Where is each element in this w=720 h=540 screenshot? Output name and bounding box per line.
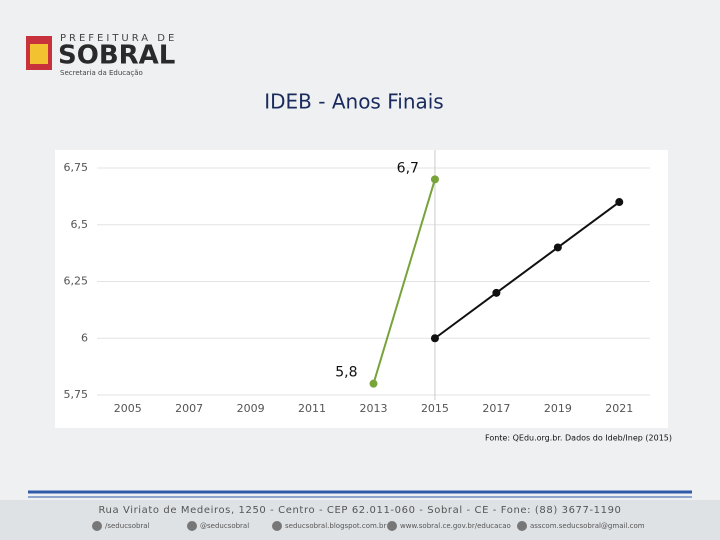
x-tick-label: 2005 [114, 402, 142, 415]
series-line [372, 179, 436, 384]
social-icon [187, 521, 197, 531]
footer-link: www.sobral.ce.gov.br/educacao [400, 522, 511, 530]
logo-line3: Secretaria da Educação [60, 69, 143, 77]
point [369, 379, 378, 388]
social-icon [517, 521, 527, 531]
chart-title: IDEB - Anos Finais [264, 90, 443, 114]
x-tick-label: 2009 [237, 402, 265, 415]
plot-background [55, 150, 668, 428]
footer-address: Rua Viriato de Medeiros, 1250 - Centro -… [98, 505, 621, 516]
y-tick-label: 6 [81, 331, 88, 344]
y-tick-label: 6,25 [64, 275, 89, 288]
social-icon [387, 521, 397, 531]
logo-crest-inner [30, 44, 48, 64]
x-tick-label: 2013 [360, 402, 388, 415]
series-line [434, 201, 620, 340]
y-tick-label: 6,75 [64, 161, 89, 174]
source: Fonte: QEdu.org.br. Dados do Ideb/Inep (… [485, 434, 672, 443]
point [553, 243, 562, 252]
x-tick-label: 2017 [482, 402, 510, 415]
footer-band [0, 500, 720, 540]
footer-link: @seducsobral [200, 522, 249, 530]
social-icon [92, 521, 102, 531]
y-tick-label: 5,75 [64, 388, 89, 401]
social-icon [272, 521, 282, 531]
point [492, 288, 501, 297]
logo-line1: PREFEITURA DE [60, 33, 177, 44]
footer-link: seducsobral.blogspot.com.br [285, 522, 386, 530]
footer-link: /seducsobral [105, 522, 150, 530]
x-tick-label: 2007 [175, 402, 203, 415]
footer-link: asscom.seducsobral@gmail.com [530, 522, 645, 530]
point [430, 334, 439, 343]
x-tick-label: 2015 [421, 402, 449, 415]
x-tick-label: 2019 [544, 402, 572, 415]
logo-line2: SOBRAL [58, 41, 175, 71]
x-tick-label: 2021 [605, 402, 633, 415]
point [615, 198, 624, 207]
data-label: 5,8 [335, 365, 357, 381]
y-tick-label: 6,5 [71, 218, 89, 231]
data-label: 6,7 [397, 160, 419, 176]
point [430, 175, 439, 184]
x-tick-label: 2011 [298, 402, 326, 415]
